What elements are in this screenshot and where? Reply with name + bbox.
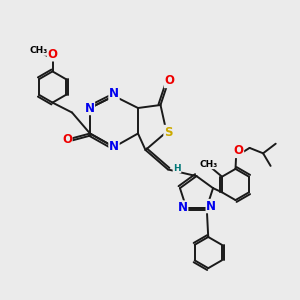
Text: N: N [84, 101, 94, 115]
Text: CH₃: CH₃ [29, 46, 47, 55]
Text: S: S [164, 125, 172, 139]
Text: H: H [173, 164, 181, 172]
Text: CH₃: CH₃ [200, 160, 218, 169]
Text: N: N [206, 200, 216, 213]
Text: O: O [62, 133, 72, 146]
Text: O: O [47, 48, 58, 61]
Text: O: O [233, 144, 244, 158]
Text: N: N [109, 140, 119, 154]
Text: N: N [178, 201, 188, 214]
Text: O: O [164, 74, 175, 88]
Text: N: N [109, 87, 119, 100]
